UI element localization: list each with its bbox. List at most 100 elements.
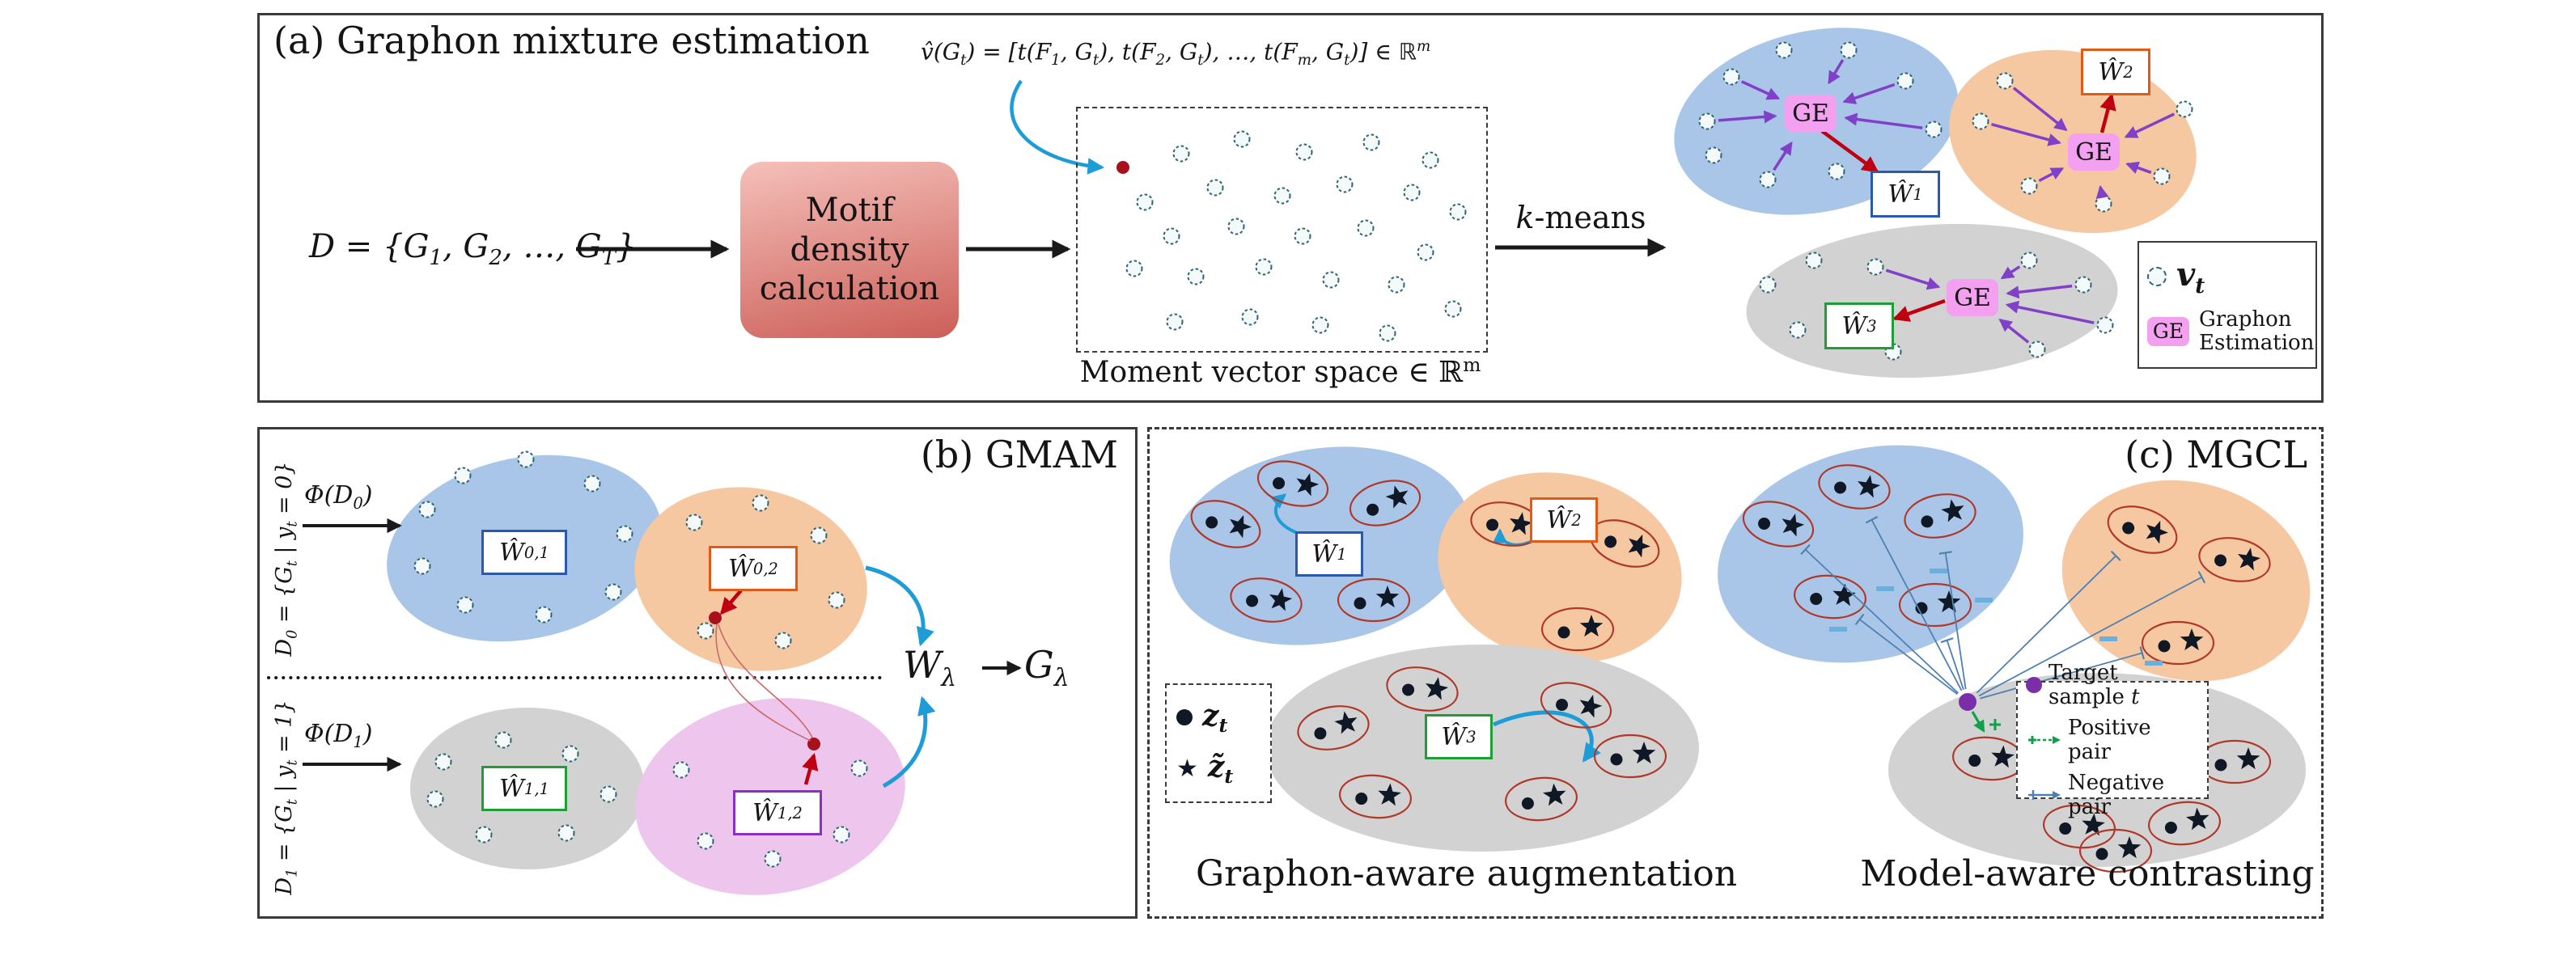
embedding-dot (1604, 535, 1617, 548)
graphon-input-arrow (1885, 268, 1941, 290)
negative-pair-line (1978, 576, 2202, 697)
graphon-input-arrow (1773, 141, 1793, 171)
graph-node (697, 832, 714, 850)
legend-z-row: zt (1176, 699, 1260, 737)
w-lambda-label: Wλ (903, 643, 957, 693)
estimation-arrow (719, 589, 743, 615)
dataset-formula: D = {G1, G2, …, GT} (309, 228, 637, 270)
graph-node (1417, 243, 1434, 261)
w-hat-02-box: Ŵ 0,2 (709, 546, 798, 591)
embedding-dot (1810, 593, 1823, 606)
pair-outline (1904, 493, 1976, 539)
embedding-star (1782, 514, 1805, 537)
graph-node (1206, 179, 1224, 197)
embedding-dot (1273, 476, 1286, 489)
legend-ge-row: GE Graphon Estimation (2147, 308, 2314, 354)
pair-outline (1256, 460, 1329, 507)
embedding-star (1296, 473, 1320, 497)
legend-target-row: Target sample t (2026, 661, 2199, 709)
graph-node (1172, 145, 1190, 163)
graph-node (600, 785, 617, 803)
positive-pair-label: Positive pair (2068, 716, 2151, 764)
pair-outline (1339, 774, 1412, 819)
sample-pair (1540, 682, 1612, 729)
graph-node (1388, 276, 1405, 294)
sample-pair (1337, 577, 1411, 623)
z-star-icon: ★ (1176, 754, 1198, 783)
ge-box-blue: GE (1785, 95, 1837, 132)
formula-to-point-arrow (1010, 79, 1105, 175)
embedding-star (1509, 512, 1533, 535)
sample-pair (1818, 464, 1891, 509)
graphon-input-arrow (2038, 167, 2065, 183)
graph-node (752, 494, 769, 512)
positive-pair-icon (2028, 736, 2061, 744)
pair-outline (2148, 801, 2221, 846)
embedding-dot (1834, 481, 1847, 494)
graphon-input-arrow (2095, 184, 2109, 200)
panel-b-title: (b) GMAM (920, 433, 1118, 476)
graph-node (1255, 258, 1273, 276)
graphon-input-arrow (1828, 59, 1845, 85)
graph-node-icon (2147, 267, 2167, 287)
pair-outline (2107, 505, 2178, 554)
graph-node (828, 591, 845, 609)
embedding-star (2146, 520, 2169, 544)
legend-positive-row: Positive pair (2026, 716, 2199, 764)
graph-node (418, 501, 436, 518)
graphon-input-arrow (1718, 110, 1777, 124)
graph-node (557, 824, 575, 842)
negative-pair-line (1976, 555, 2116, 694)
embedding-dot (1486, 518, 1499, 531)
graph-node (413, 557, 431, 575)
legend-embeddings: zt ★ z̃t (1165, 683, 1272, 803)
ge-chip-icon: GE (2147, 316, 2189, 346)
ge-description-line2: Estimation (2199, 330, 2315, 355)
sample-pair (1904, 493, 1976, 539)
pair-outline (2141, 620, 2215, 666)
pair-outline (1230, 577, 1303, 623)
pair-outline (2198, 537, 2271, 582)
sample-pair (1505, 776, 1578, 822)
graphon-input-arrow (2005, 300, 2095, 324)
embedding-star (1632, 742, 1656, 764)
pair-outline (1742, 501, 1815, 548)
graph-node (1444, 300, 1462, 318)
panel-c-title: (c) MGCL (2125, 433, 2307, 476)
graph-node (1136, 193, 1154, 211)
graph-node (2074, 276, 2092, 294)
graph-node (2028, 340, 2046, 358)
z-label: zt (1202, 698, 1228, 737)
graph-node (1789, 321, 1807, 339)
estimation-arrow (1820, 129, 1879, 173)
graph-node (1241, 308, 1259, 326)
panel-a-title: (a) Graphon mixture estimation (273, 19, 870, 62)
negative-tick (1865, 516, 1879, 524)
motif-density-box: Motif density calculation (740, 162, 959, 338)
sample-pair (1349, 480, 1421, 526)
moment-vector-formula: v̂(Gt) = [t(F1, Gt), t(F2, Gt), …, t(Fm,… (921, 38, 1431, 69)
graph-node (1379, 324, 1396, 342)
graph-node (2096, 316, 2114, 334)
dataset1-axis-label: D1 = {Gt | yt = 1} (272, 700, 301, 895)
graph-node (764, 850, 782, 868)
sample-pair (1386, 666, 1459, 712)
pair-outline (1505, 776, 1578, 822)
negative-tick (1800, 543, 1811, 556)
graph-node (1705, 146, 1722, 164)
embedding-star (1229, 514, 1252, 539)
graph-node (561, 745, 579, 763)
graph-node (774, 632, 792, 649)
graph-node (1698, 112, 1716, 130)
mapped-point-dot (1116, 161, 1129, 174)
legend-contrasting: Target sample t Positive pair Negative p… (2016, 661, 2209, 819)
z-tilde-label: z̃t (1207, 750, 1234, 789)
graph-node (1294, 227, 1311, 245)
graph-node (1357, 219, 1375, 237)
moment-space-caption: Moment vector space ∈ ℝm (1079, 353, 1481, 389)
graph-node (810, 526, 828, 544)
embedding-dot (2059, 822, 2072, 835)
